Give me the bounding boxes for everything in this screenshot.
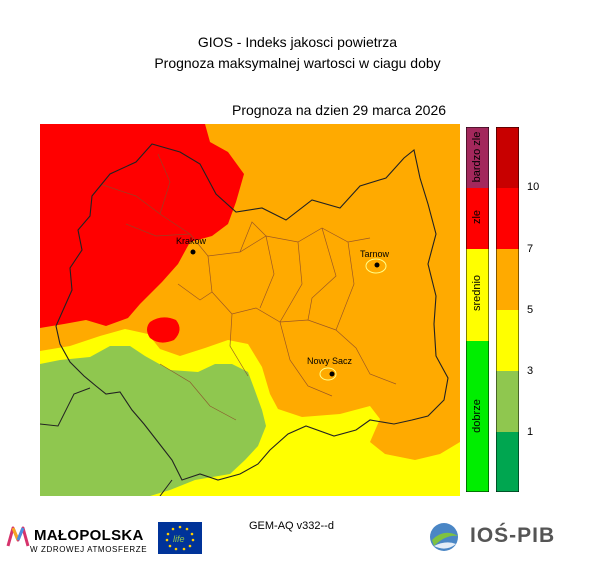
- map-subtitle: Prognoza maksymalnej wartosci w ciagu do…: [154, 55, 441, 71]
- malopolska-name: MAŁOPOLSKA: [34, 527, 144, 544]
- sacz-cluster: [319, 367, 337, 381]
- quality-label-zle: zle: [471, 209, 483, 225]
- quality-label-srednio: srednio: [471, 274, 483, 312]
- city-dot-tarnow: [374, 262, 380, 268]
- ios-pib-name: IOŚ-PIB: [470, 524, 556, 547]
- forecast-date: Prognoza na dzien 29 marca 2026: [232, 102, 447, 118]
- city-label-nowy-sacz: Nowy Sacz: [307, 356, 353, 366]
- index-band-1-3: [496, 371, 519, 432]
- quality-bardzo-zle: [466, 127, 489, 188]
- district-borders: [99, 153, 397, 421]
- city-dot-krakow: [190, 249, 196, 255]
- malopolska-logo-icon: [6, 526, 30, 547]
- city-label-krakow: Krakow: [176, 236, 207, 246]
- quality-label-bardzo-zle: bardzo zle: [471, 131, 483, 183]
- zone-red: [40, 124, 244, 328]
- quality-label-dobrze: dobrze: [471, 399, 483, 433]
- city-dot-nowy-sacz: [329, 371, 335, 377]
- index-band-5-7: [496, 249, 519, 310]
- model-version: GEM-AQ v332--d: [249, 520, 334, 532]
- eu-life-logo-icon: life: [158, 522, 202, 554]
- quality-srednio: [466, 249, 489, 341]
- quality-dobrze: [466, 341, 489, 492]
- tick-7: 7: [527, 243, 534, 255]
- quality-category-bar: [466, 127, 489, 492]
- zone-green: [40, 346, 266, 496]
- index-band-7-10: [496, 188, 519, 249]
- city-label-tarnow: Tarnow: [360, 249, 390, 259]
- air-quality-map: Krakow Tarnow Nowy Sacz: [40, 124, 460, 496]
- quality-zle: [466, 188, 489, 249]
- malopolska-slogan: W ZDROWEJ ATMOSFERZE: [30, 545, 148, 554]
- voivodeship-border: [55, 143, 449, 481]
- map-title: GIOS - Indeks jakosci powietrza: [197, 34, 398, 50]
- tick-10: 10: [527, 181, 540, 193]
- border-2: [40, 387, 91, 427]
- index-band-10plus: [496, 127, 519, 188]
- index-scale-bar: [496, 127, 519, 492]
- index-band-0-1: [496, 432, 519, 492]
- tick-3: 3: [527, 365, 534, 377]
- svg-text:life: life: [173, 534, 185, 544]
- zone-red-small: [147, 317, 180, 343]
- tick-5: 5: [527, 304, 534, 316]
- tick-1: 1: [527, 426, 534, 438]
- index-band-3-5: [496, 310, 519, 371]
- border-3: [159, 479, 173, 496]
- ios-pib-logo-icon: [430, 523, 458, 551]
